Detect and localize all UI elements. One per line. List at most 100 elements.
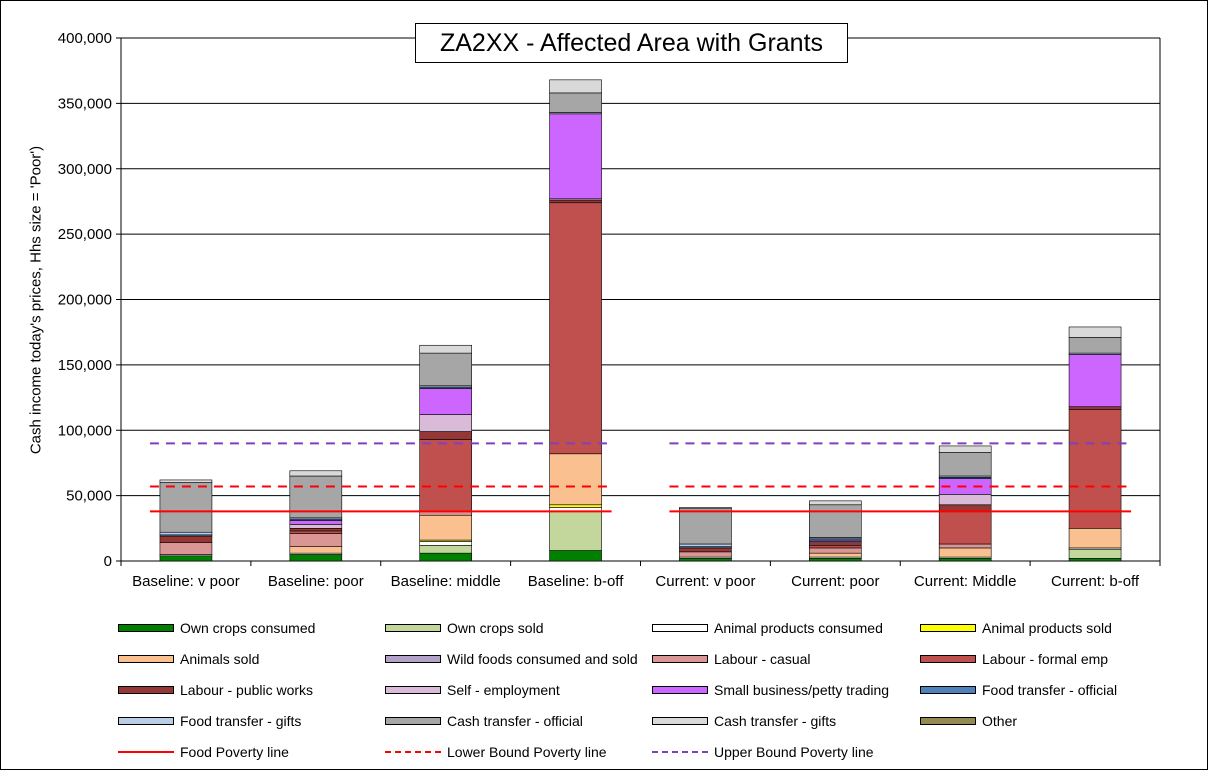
bar-segment — [679, 547, 732, 553]
bar-segment — [159, 555, 213, 562]
legend-label: Food Poverty line — [180, 744, 289, 760]
bar-segment — [419, 541, 472, 546]
legend-item: Small business/petty trading — [652, 680, 889, 700]
x-category-label: Baseline: v poor — [132, 573, 240, 590]
legend-label: Animals sold — [180, 651, 260, 667]
legend-label: Animal products sold — [982, 620, 1112, 636]
legend-label: Labour - casual — [714, 651, 811, 667]
legend-swatch — [385, 686, 441, 694]
legend-line-swatch — [385, 751, 441, 753]
legend-item: Animal products sold — [920, 618, 1112, 638]
y-tick-label: 200,000 — [58, 292, 112, 309]
bar-segment — [938, 445, 992, 453]
bar-segment — [419, 388, 472, 415]
legend-swatch — [652, 717, 708, 725]
legend-swatch — [920, 624, 976, 632]
bar-segment — [419, 545, 472, 554]
bar-segment — [679, 507, 732, 509]
bar-segment — [289, 520, 343, 525]
y-tick-label: 150,000 — [58, 357, 112, 374]
chart-title: ZA2XX - Affected Area with Grants — [415, 23, 848, 63]
bar-segment — [809, 542, 862, 546]
bar-segment — [289, 470, 343, 477]
bar-segment — [289, 554, 343, 562]
legend-item: Lower Bound Poverty line — [385, 742, 607, 762]
legend-swatch — [652, 624, 708, 632]
bar-segment — [549, 550, 602, 562]
legend-swatch — [920, 655, 976, 663]
legend-label: Labour - public works — [180, 682, 314, 698]
x-category-label: Baseline: b-off — [528, 573, 624, 590]
bar-segment — [419, 514, 472, 541]
bar-segment — [549, 79, 602, 94]
bar-segment — [1068, 337, 1122, 354]
legend-label: Animal products consumed — [714, 620, 883, 636]
legend-item: Labour - public works — [118, 680, 313, 700]
bar-segment — [938, 543, 992, 549]
x-category-label: Current: poor — [791, 573, 879, 590]
legend-label: Small business/petty trading — [714, 682, 890, 698]
bar-segment — [1068, 558, 1122, 562]
legend-label: Upper Bound Poverty line — [714, 744, 874, 760]
legend-item: Labour - casual — [652, 649, 811, 669]
legend-label: Food transfer - gifts — [180, 713, 302, 729]
legend-item: Own crops sold — [385, 618, 543, 638]
legend-swatch — [118, 624, 174, 632]
bar-segment — [809, 500, 862, 506]
x-category-label: Current: b-off — [1051, 573, 1140, 590]
legend-item: Cash transfer - gifts — [652, 711, 836, 731]
bar-segment — [159, 535, 213, 543]
bar-segment — [159, 482, 213, 533]
bar-segment — [1068, 548, 1122, 559]
legend-line-swatch — [118, 751, 174, 753]
legend-label: Cash transfer - official — [447, 713, 583, 729]
bar-segment — [809, 545, 862, 549]
bar-segment — [289, 546, 343, 554]
bar-segment — [549, 113, 602, 200]
bar-segment — [938, 452, 992, 477]
bar-segment — [419, 352, 472, 387]
legend-label: Food transfer - official — [982, 682, 1118, 698]
legend-swatch — [652, 686, 708, 694]
legend-label: Lower Bound Poverty line — [447, 744, 607, 760]
x-category-label: Baseline: middle — [391, 573, 501, 590]
y-tick-label: 50,000 — [66, 488, 112, 505]
bar-segment — [938, 547, 992, 558]
y-axis-label: Cash income today's prices, Hhs size = '… — [27, 145, 45, 455]
legend-item: Food Poverty line — [118, 742, 289, 762]
y-tick-label: 400,000 — [58, 30, 112, 47]
bar-segment — [159, 531, 213, 536]
legend-swatch — [385, 655, 441, 663]
bar-segment — [549, 199, 602, 204]
bar-segment — [549, 511, 602, 551]
legend-label: Labour - formal emp — [982, 651, 1109, 667]
bar-segment — [809, 558, 862, 562]
legend-item: Animal products consumed — [652, 618, 883, 638]
bar-segment — [289, 524, 343, 529]
legend-swatch — [118, 655, 174, 663]
bar-segment — [679, 551, 732, 558]
x-category-label: Current: Middle — [914, 573, 1017, 590]
legend-swatch — [652, 655, 708, 663]
bar-segment — [419, 414, 472, 432]
bar-segment — [679, 508, 732, 545]
legend-item: Self - employment — [385, 680, 560, 700]
legend-swatch — [920, 717, 976, 725]
bar-segment — [1068, 409, 1122, 529]
y-tick-label: 100,000 — [58, 422, 112, 439]
bar-segment — [938, 558, 992, 562]
legend-item: Food transfer - gifts — [118, 711, 301, 731]
bar-segment — [809, 504, 862, 538]
bar-segment — [419, 344, 472, 354]
y-tick-label: 0 — [104, 553, 112, 570]
legend-item: Other — [920, 711, 1017, 731]
bar-segment — [1068, 354, 1122, 408]
legend-item: Animals sold — [118, 649, 259, 669]
legend-item: Wild foods consumed and sold — [385, 649, 638, 669]
legend-label: Cash transfer - gifts — [714, 713, 837, 729]
bar-segment — [1068, 326, 1122, 338]
legend-item: Labour - formal emp — [920, 649, 1108, 669]
bar-segment — [419, 552, 472, 562]
bar-segment — [289, 533, 343, 547]
